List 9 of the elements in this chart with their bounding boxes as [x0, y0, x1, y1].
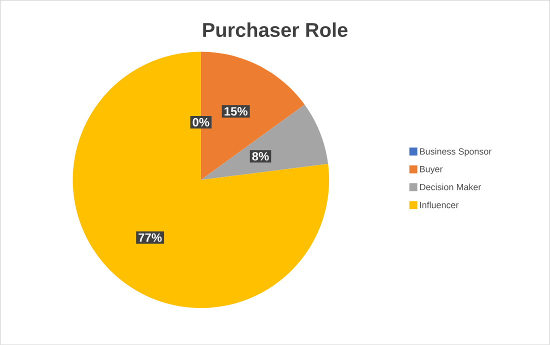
data-label: 8%: [252, 152, 269, 161]
legend-label: Business Sponsor: [420, 148, 492, 157]
data-label: 77%: [138, 233, 162, 242]
legend-label: Influencer: [420, 202, 459, 208]
chart-title: Purchaser Role: [203, 22, 348, 38]
legend-label: Buyer: [420, 166, 443, 174]
legend-label: Decision Maker: [420, 184, 482, 190]
data-label: 15%: [224, 107, 248, 116]
text: 0%: [192, 118, 210, 127]
